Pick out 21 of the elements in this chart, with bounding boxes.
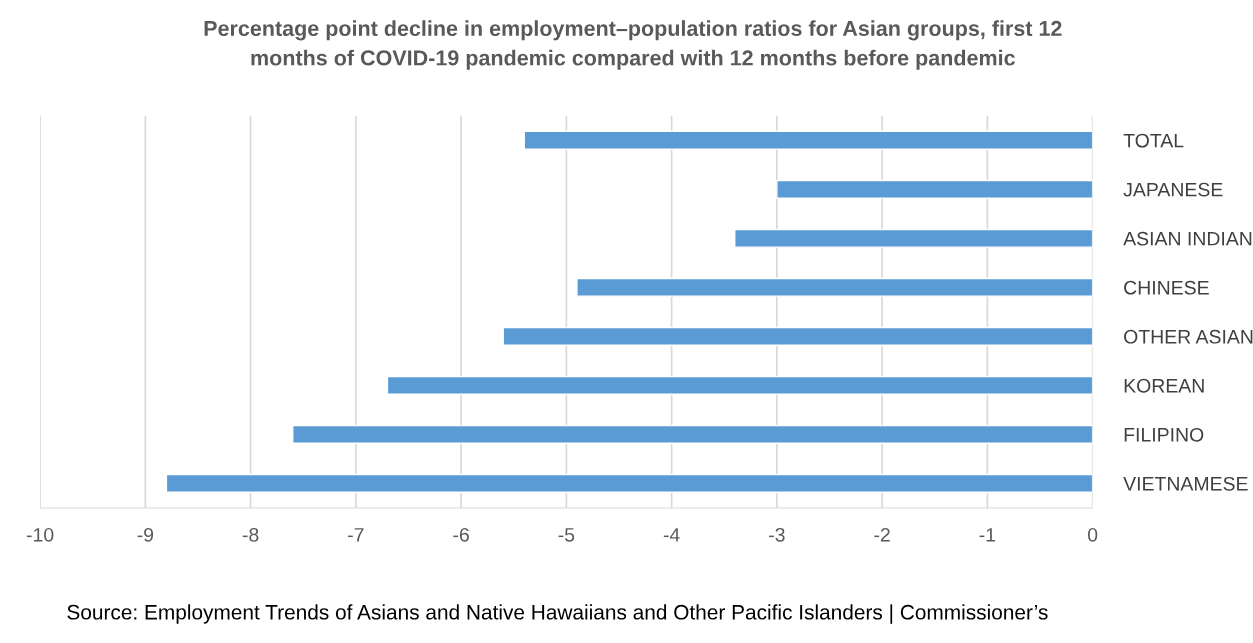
x-tick-label: -2 [874,527,890,542]
y-tick-label: ASIAN INDIAN [1123,231,1252,246]
y-tick-label: JAPANESE [1123,182,1223,197]
source-note: Source: Employment Trends of Asians and Native Hawaiians and Other Pacific Islanders | Commissioner’s [67,604,1048,624]
x-tick-label: -10 [26,527,54,542]
x-tick-label: 0 [1087,527,1098,542]
x-tick-label: -9 [137,527,154,542]
x-tick-label: -5 [558,528,575,542]
x-tick-label: -6 [453,527,469,542]
x-tick-label: -7 [348,528,364,542]
chart-title: Percentage point decline in employment–population ratios for Asian groups, first 12 months of COVID-19 pandemic compared with 12 months before pandemic [204,20,1062,70]
x-tick-label: -3 [769,527,785,542]
y-tick-label: FILIPINO [1124,427,1204,442]
x-tick-label: -8 [242,527,259,542]
y-tick-label: TOTAL [1123,133,1184,148]
y-tick-label: OTHER ASIAN [1124,329,1253,344]
y-tick-label: KOREAN [1124,378,1204,393]
y-tick-label: VIETNAMESE [1123,476,1248,491]
y-tick-label: CHINESE [1124,280,1209,295]
x-tick-label: -4 [663,528,680,542]
x-tick-label: -1 [979,528,996,542]
